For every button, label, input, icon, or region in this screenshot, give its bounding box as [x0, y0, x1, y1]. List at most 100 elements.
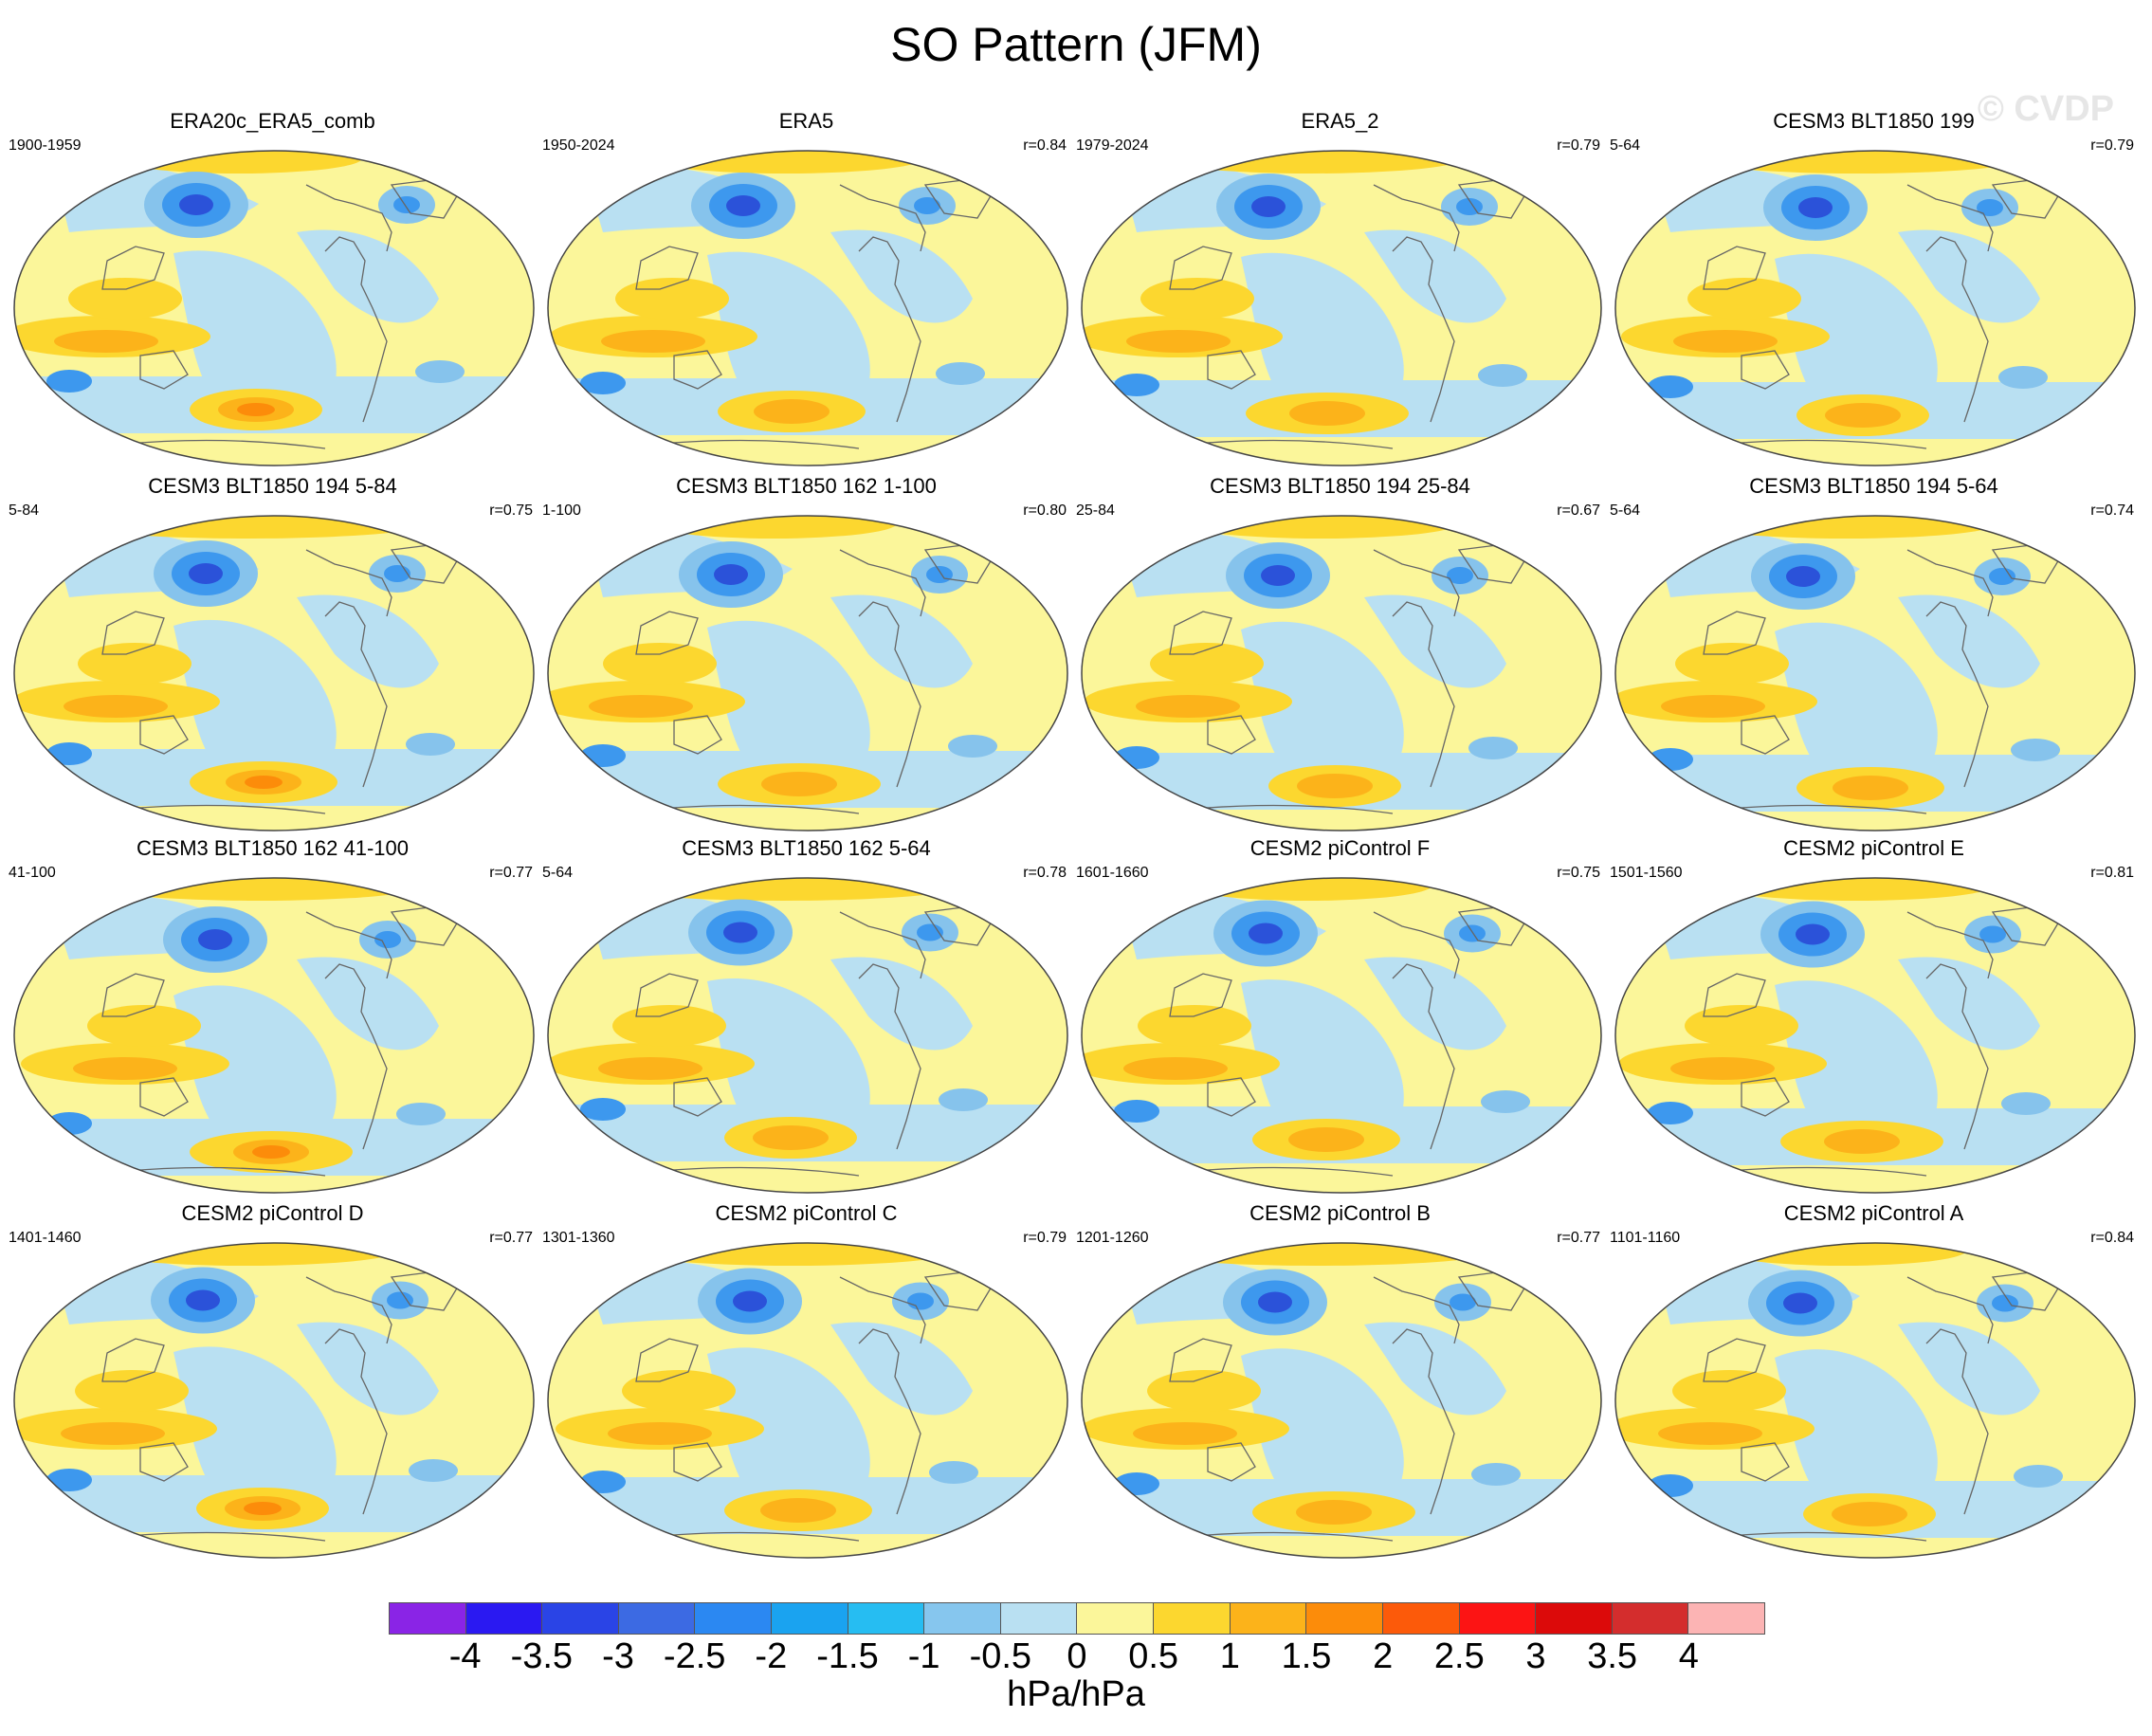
- panel-years: 1950-2024: [542, 137, 615, 154]
- map-field: [13, 1242, 535, 1559]
- panel-title: CESM3 BLT1850 162 1-100: [676, 474, 937, 498]
- panel-years: 5-84: [9, 503, 40, 519]
- panel-title: CESM2 piControl B: [1249, 1201, 1431, 1225]
- map-canvas: [12, 874, 536, 1197]
- colorbar-tick-label: -1.5: [816, 1636, 879, 1676]
- colorbar-tick-label: 3.5: [1587, 1636, 1638, 1676]
- panel-correlation: r=0.77: [489, 865, 533, 881]
- colorbar-box: [390, 1603, 466, 1634]
- map-panel: ERA5_2 1979-2024 r=0.79: [1072, 109, 1608, 469]
- map-field: [13, 877, 535, 1194]
- colorbar-tick-label: 2.5: [1433, 1636, 1485, 1676]
- map-panel: ERA5 1950-2024 r=0.84: [538, 109, 1074, 469]
- panel-years: 1301-1360: [542, 1230, 615, 1246]
- panel-correlation: r=0.74: [2090, 503, 2134, 519]
- colorbar-box: [1688, 1603, 1764, 1634]
- panel-title: CESM3 BLT1850 194 5-84: [148, 474, 397, 498]
- panel-correlation: r=0.77: [1557, 1230, 1600, 1246]
- colorbar-tick-label: -3.5: [510, 1636, 574, 1676]
- figure-title: SO Pattern (JFM): [890, 18, 1262, 71]
- map-panel: ERA20c_ERA5_comb 1900-1959: [5, 109, 540, 469]
- map-field: [1081, 1242, 1602, 1559]
- colorbar-box: [695, 1603, 773, 1634]
- map-canvas: [1614, 147, 2137, 469]
- colorbar-box: [1306, 1603, 1383, 1634]
- colorbar-box: [1382, 1603, 1460, 1634]
- map-canvas: [546, 874, 1069, 1197]
- map-panel: CESM3 BLT1850 162 5-64 5-64 r=0.78: [538, 836, 1074, 1197]
- colorbar-box: [1459, 1603, 1537, 1634]
- map-panel: CESM2 piControl F 1601-1660 r=0.75: [1072, 836, 1608, 1197]
- map-canvas: [546, 147, 1069, 469]
- map-canvas: [12, 147, 536, 469]
- colorbar-box: [1612, 1603, 1689, 1634]
- panel-title: CESM3 BLT1850 194 25-84: [1210, 474, 1470, 498]
- panel-years: 5-64: [1610, 137, 1641, 154]
- map-panel: CESM3 BLT1850 194 25-84 25-84 r=0.67: [1072, 474, 1608, 834]
- panel-title: CESM2 piControl E: [1783, 836, 1964, 860]
- map-panel: CESM3 BLT1850 194 5-84 5-84 r=0.75: [5, 474, 540, 834]
- colorbar-box: [1536, 1603, 1613, 1634]
- panel-title: CESM3 BLT1850 162 5-64: [682, 836, 931, 860]
- colorbar-box: [1000, 1603, 1078, 1634]
- panel-years: 1900-1959: [9, 137, 82, 154]
- panel-years: 1501-1560: [1610, 865, 1683, 881]
- map-canvas: [546, 512, 1069, 834]
- colorbar-tick-label: 3: [1525, 1636, 1546, 1676]
- colorbar-tick-label: -2: [755, 1636, 788, 1676]
- panel-years: 5-64: [542, 865, 574, 881]
- panel-years: 1979-2024: [1076, 137, 1149, 154]
- map-canvas: [1614, 1239, 2137, 1562]
- panel-correlation: r=0.75: [1557, 865, 1600, 881]
- colorbar-box: [465, 1603, 543, 1634]
- map-field: [13, 515, 535, 831]
- colorbar-tick-label: 4: [1678, 1636, 1699, 1676]
- map-field: [1614, 1242, 2136, 1559]
- panel-years: 41-100: [9, 865, 56, 881]
- panel-title: CESM3 BLT1850 199: [1773, 109, 1975, 133]
- panel-title: CESM2 piControl C: [715, 1201, 898, 1225]
- map-field: [547, 150, 1068, 466]
- panel-years: 5-64: [1610, 503, 1641, 519]
- panel-title: CESM3 BLT1850 194 5-64: [1749, 474, 1998, 498]
- panel-title: ERA5_2: [1301, 109, 1379, 133]
- map-panel: CESM3 BLT1850 194 5-64 5-64 r=0.74: [1606, 474, 2142, 834]
- colorbar-box: [1154, 1603, 1231, 1634]
- colorbar-tick-label: 1: [1219, 1636, 1240, 1676]
- colorbar-tick-label: -1: [907, 1636, 940, 1676]
- panel-title: CESM3 BLT1850 162 41-100: [137, 836, 409, 860]
- colorbar-units: hPa/hPa: [1007, 1674, 1145, 1714]
- colorbar-tick-label: -4: [448, 1636, 482, 1676]
- panel-correlation: r=0.84: [2090, 1230, 2134, 1246]
- map-panel: CESM2 piControl B 1201-1260 r=0.77: [1072, 1201, 1608, 1562]
- colorbar-box: [542, 1603, 619, 1634]
- colorbar-tick-label: -0.5: [969, 1636, 1032, 1676]
- map-field: [1081, 515, 1602, 831]
- map-canvas: [12, 512, 536, 834]
- map-field: [547, 515, 1068, 831]
- panel-years: 1201-1260: [1076, 1230, 1149, 1246]
- panel-correlation: r=0.75: [489, 503, 533, 519]
- map-panel: CESM3 BLT1850 162 1-100 1-100 r=0.80: [538, 474, 1074, 834]
- map-canvas: [1614, 512, 2137, 834]
- colorbar-box: [1077, 1603, 1155, 1634]
- panel-correlation: r=0.79: [1023, 1230, 1067, 1246]
- panel-years: 1101-1160: [1610, 1230, 1681, 1246]
- colorbar-tick-label: 0.5: [1128, 1636, 1179, 1676]
- panel-correlation: r=0.79: [1557, 137, 1600, 154]
- map-panel: CESM2 piControl D 1401-1460 r=0.77: [5, 1201, 540, 1562]
- colorbar: [389, 1602, 1765, 1635]
- colorbar-tick-label: 0: [1067, 1636, 1087, 1676]
- panel-years: 1601-1660: [1076, 865, 1149, 881]
- panel-correlation: r=0.84: [1023, 137, 1067, 154]
- panel-title: ERA20c_ERA5_comb: [170, 109, 375, 133]
- map-canvas: [1080, 874, 1603, 1197]
- panel-title: CESM2 piControl F: [1249, 836, 1431, 860]
- panel-correlation: r=0.78: [1023, 865, 1067, 881]
- panel-years: 1-100: [542, 503, 581, 519]
- panel-title: CESM2 piControl D: [181, 1201, 364, 1225]
- colorbar-box: [1230, 1603, 1307, 1634]
- colorbar-tick-label: 1.5: [1281, 1636, 1332, 1676]
- map-field: [1081, 877, 1602, 1194]
- colorbar-box: [924, 1603, 1001, 1634]
